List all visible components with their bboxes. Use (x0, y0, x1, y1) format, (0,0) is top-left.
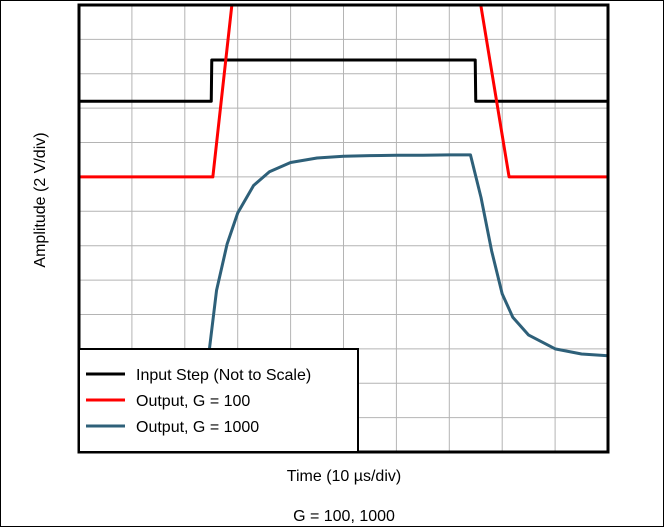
x-axis-label: Time (10 µs/div) (287, 468, 401, 485)
series-line-output-g-1000 (79, 153, 608, 358)
legend-label-input-step-not-to-scale: Input Step (Not to Scale) (136, 367, 311, 384)
legend: Input Step (Not to Scale) Output, G = 100… (78, 348, 359, 453)
series-line-output-g-100 (79, 5, 608, 179)
chart-caption: G = 100, 1000 (293, 508, 395, 525)
series-lines (79, 5, 608, 358)
legend-box (78, 348, 359, 453)
legend-label-output-g-100: Output, G = 100 (136, 393, 250, 410)
y-axis-label: Amplitude (2 V/div) (32, 132, 49, 267)
legend-label-output-g-1000: Output, G = 1000 (136, 419, 259, 436)
